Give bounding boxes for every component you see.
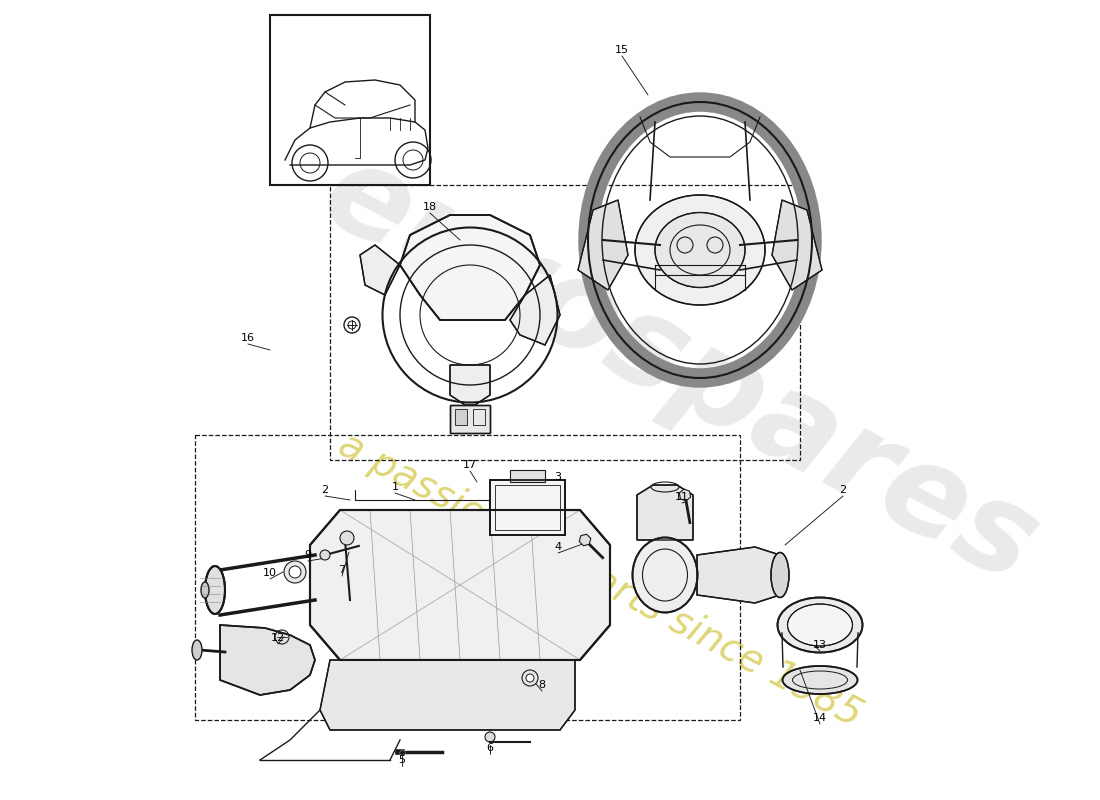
Text: 13: 13 <box>813 640 827 650</box>
Bar <box>510 470 544 482</box>
Polygon shape <box>510 275 560 345</box>
Text: 18: 18 <box>422 202 437 212</box>
Ellipse shape <box>771 553 789 598</box>
Text: 5: 5 <box>398 755 406 765</box>
Bar <box>450 405 490 433</box>
Ellipse shape <box>205 566 225 614</box>
Text: 11: 11 <box>675 492 689 502</box>
Polygon shape <box>310 510 610 660</box>
Bar <box>195 435 740 720</box>
Polygon shape <box>578 200 628 290</box>
Bar <box>495 485 560 530</box>
Text: 4: 4 <box>554 542 562 552</box>
Circle shape <box>526 674 534 682</box>
Text: 8: 8 <box>538 680 546 690</box>
Text: 6: 6 <box>486 743 494 753</box>
Circle shape <box>522 670 538 686</box>
Text: 14: 14 <box>813 713 827 723</box>
Polygon shape <box>400 215 540 320</box>
Text: a passion for parts since 1985: a passion for parts since 1985 <box>332 426 868 734</box>
Text: 12: 12 <box>271 633 285 643</box>
Circle shape <box>289 566 301 578</box>
Bar <box>270 15 430 185</box>
Ellipse shape <box>201 582 209 598</box>
Polygon shape <box>360 245 400 295</box>
Text: 10: 10 <box>263 568 277 578</box>
Ellipse shape <box>782 666 858 694</box>
Circle shape <box>485 732 495 742</box>
Polygon shape <box>220 625 315 695</box>
Circle shape <box>320 550 330 560</box>
Ellipse shape <box>778 598 862 653</box>
Bar <box>490 480 565 535</box>
Polygon shape <box>697 547 780 603</box>
Bar <box>450 405 490 433</box>
Polygon shape <box>772 200 822 290</box>
Polygon shape <box>450 365 490 405</box>
Bar <box>490 480 565 535</box>
Text: 15: 15 <box>615 45 629 55</box>
Circle shape <box>284 561 306 583</box>
Text: ○: ○ <box>398 747 406 757</box>
Text: 16: 16 <box>241 333 255 343</box>
Text: eurospares: eurospares <box>302 131 1057 609</box>
Ellipse shape <box>654 213 745 287</box>
Polygon shape <box>637 485 693 540</box>
Ellipse shape <box>635 195 764 305</box>
Ellipse shape <box>788 604 853 646</box>
Text: 17: 17 <box>463 460 477 470</box>
Bar <box>330 185 800 460</box>
Polygon shape <box>320 660 575 730</box>
Bar <box>473 409 485 425</box>
Text: 1: 1 <box>392 482 398 492</box>
Bar <box>455 409 468 425</box>
Ellipse shape <box>632 538 697 613</box>
Text: 3: 3 <box>554 472 561 482</box>
Circle shape <box>340 531 354 545</box>
Text: 9: 9 <box>305 550 311 560</box>
Ellipse shape <box>192 640 202 660</box>
Text: 7: 7 <box>339 565 345 575</box>
Text: 2: 2 <box>839 485 847 495</box>
Text: 2: 2 <box>321 485 329 495</box>
